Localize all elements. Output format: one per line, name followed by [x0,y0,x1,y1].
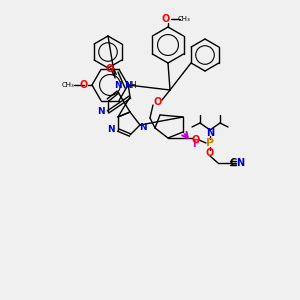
Text: CH₃: CH₃ [61,82,74,88]
Text: N: N [206,128,214,138]
Text: N: N [107,125,115,134]
Text: O: O [80,80,88,90]
Text: N: N [98,107,105,116]
Text: O: O [206,148,214,158]
Text: O: O [162,14,170,24]
Text: H: H [130,80,136,89]
Text: O: O [154,97,162,107]
Text: O: O [192,135,200,145]
Text: N: N [139,122,147,131]
Text: N: N [124,80,132,89]
Text: F: F [192,139,198,149]
Text: O: O [106,64,114,74]
Text: CH₃: CH₃ [178,16,190,22]
Text: N: N [114,81,122,90]
Text: P: P [206,138,214,148]
Text: N: N [236,158,244,168]
Text: C: C [230,158,237,168]
